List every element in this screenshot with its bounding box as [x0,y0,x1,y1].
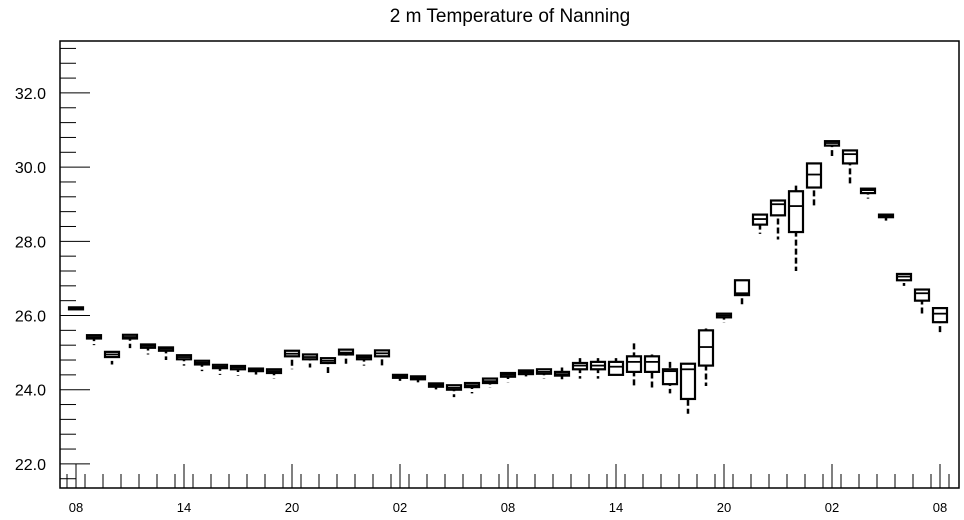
box-plot [751,213,769,234]
box-plot [571,358,589,379]
box-plot [463,381,481,394]
y-tick-label: 26.0 [15,309,46,326]
box-plot [697,328,715,386]
box-plot [877,213,895,221]
box-plot [211,363,229,375]
box-plot [931,306,949,333]
box-plot [229,364,247,376]
box-body [607,360,625,376]
box-plot [805,162,823,208]
box-plot [679,362,697,414]
x-tick-label: 02 [825,500,839,515]
box-plot [139,343,157,355]
box-plot [913,288,931,316]
box-plot [733,279,751,305]
box-plot [481,377,499,388]
box-plot [553,367,571,380]
box-body [841,149,859,165]
box-body [931,306,949,324]
box-plot [499,371,517,383]
box-body [769,199,787,217]
box-plot [661,361,679,394]
box-plot [121,333,139,349]
box-plot [823,140,841,156]
y-tick-label: 22.0 [15,457,46,474]
x-tick-label: 08 [69,500,83,515]
box-body [733,279,751,297]
chart-title: 2 m Temperature of Nanning [390,6,630,27]
x-tick-label: 08 [933,500,947,515]
box-series [67,140,949,414]
box-plot [391,373,409,383]
box-plot [787,185,805,271]
box-body [787,190,805,234]
box-plot [589,358,607,379]
axes: 22.0 24.0 26.0 28.0 30.0 32.0 08 14 20 02 08 14 20 02… [15,40,960,515]
box-plot [445,384,463,398]
box-body [625,355,643,373]
box-plot [319,357,337,374]
box-plot [607,358,625,376]
box-plot [175,354,193,366]
box-plot [535,368,553,379]
box-plot [247,367,265,377]
box-plot [193,359,211,372]
box-plot [103,350,121,365]
box-plot [769,199,787,240]
y-tick-label: 32.0 [15,86,46,103]
box-plot [895,272,913,286]
box-body [913,288,931,302]
box-plot [301,353,319,368]
box-plot [427,382,445,392]
box-body [661,368,679,386]
x-tick-label: 20 [717,500,731,515]
box-plot [355,354,373,366]
box-plot [373,349,391,367]
box-plot [625,343,643,386]
box-plot [157,346,175,361]
box-body [679,362,697,401]
x-tick-label: 14 [177,500,191,515]
box-plot [283,349,301,370]
box-plot [841,149,859,184]
box-plot [265,368,283,379]
box-plot [85,334,103,346]
box-plot [409,375,427,385]
x-tick-label: 02 [393,500,407,515]
x-tick-label: 08 [501,500,515,515]
x-tick-label: 20 [285,500,299,515]
y-tick-label: 30.0 [15,160,46,177]
box-plot [337,348,355,364]
box-body [805,162,823,189]
y-tick-label: 28.0 [15,234,46,251]
y-tick-label: 24.0 [15,383,46,400]
box-body [697,329,715,367]
box-plot [67,306,85,311]
box-plot [715,312,733,323]
box-plot [859,187,877,199]
box-plot [643,354,661,388]
box-plot [517,369,535,380]
plot-frame [59,40,960,489]
x-tick-label: 14 [609,500,623,515]
box-body [643,355,661,373]
